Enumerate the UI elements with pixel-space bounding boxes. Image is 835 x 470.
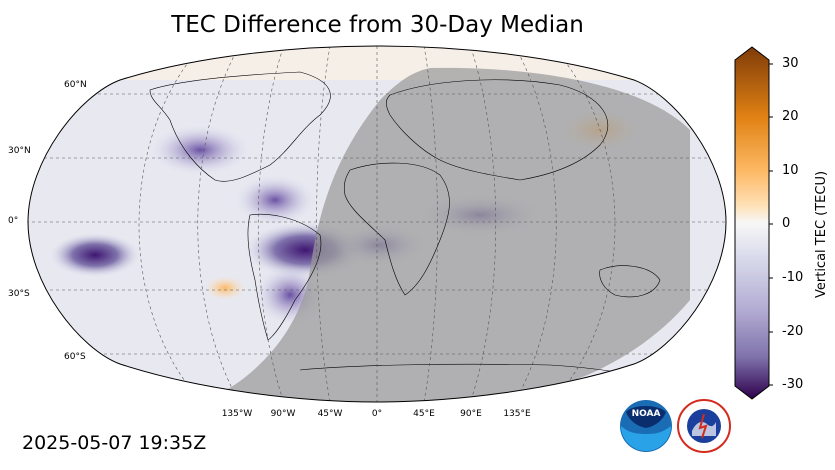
map-border [27, 45, 727, 403]
colorbar-tick-neg10: -10 [782, 270, 804, 285]
logos: NOAA [620, 399, 731, 453]
lon-label-135e: 135°E [503, 409, 531, 419]
lon-label-135w: 135°W [221, 409, 253, 419]
national-weather-service-logo [677, 399, 731, 453]
graticule [28, 46, 726, 402]
colorbar-tick-20: 20 [782, 109, 799, 124]
colorbar-tick-30: 30 [782, 56, 799, 71]
anomaly-positive-1 [205, 276, 245, 300]
svg-text:NOAA: NOAA [632, 409, 661, 419]
lat-label-60n: 60°N [64, 80, 87, 90]
anomaly-north [150, 125, 250, 175]
lon-label-0: 0° [371, 409, 383, 419]
map-title: TEC Difference from 30-Day Median [171, 12, 584, 38]
colorbar-tick-0: 0 [782, 216, 791, 231]
colorbar-label: Vertical TEC (TECU) [814, 170, 829, 298]
lon-label-90w: 90°W [270, 409, 296, 419]
colorbar-tick-neg20: -20 [782, 324, 804, 339]
anomaly-pacific [50, 233, 140, 277]
timestamp: 2025-05-07 19:35Z [22, 432, 207, 454]
colorbar [734, 46, 773, 400]
colorbar-tick-10: 10 [782, 163, 799, 178]
colorbar-tick-neg30: -30 [782, 377, 804, 392]
lon-label-45w: 45°W [317, 409, 343, 419]
lon-label-45e: 45°E [413, 409, 435, 419]
lon-label-90e: 90°E [460, 409, 482, 419]
night-shading [200, 67, 690, 402]
lat-label-60s: 60°S [64, 352, 86, 362]
anomaly-caribbean [235, 175, 315, 225]
lat-label-30s: 30°S [8, 289, 30, 299]
lat-label-30n: 30°N [8, 146, 31, 156]
noaa-logo: NOAA [620, 400, 672, 452]
lat-label-equator: 0° [8, 216, 19, 226]
